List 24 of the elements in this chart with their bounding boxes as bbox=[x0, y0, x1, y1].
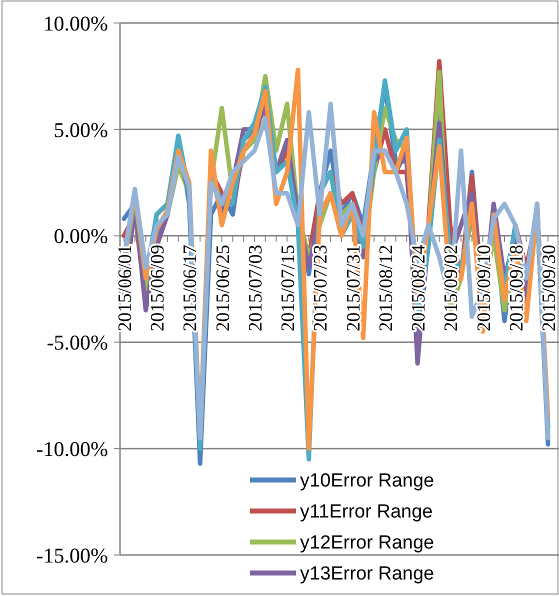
y-tick-label: -5.00% bbox=[46, 330, 108, 355]
legend-label: y12Error Range bbox=[300, 532, 434, 554]
x-tick-label: 2015/06/01 bbox=[115, 244, 136, 332]
legend-label: y11Error Range bbox=[300, 502, 433, 523]
x-tick-label: 2015/06/17 bbox=[180, 244, 202, 332]
x-tick-label: 2015/09/30 bbox=[539, 244, 559, 332]
y-tick-label: -15.00% bbox=[36, 543, 108, 568]
y-tick-label: 10.00% bbox=[43, 11, 108, 36]
x-tick-label: 2015/08/24 bbox=[408, 244, 430, 332]
y-tick-label: -10.00% bbox=[36, 436, 108, 461]
legend-label: y13Error Range bbox=[300, 564, 434, 585]
y-tick-label: 0.00% bbox=[54, 224, 108, 248]
x-tick-label: 2015/06/09 bbox=[148, 244, 169, 332]
x-tick-label: 2015/09/10 bbox=[474, 244, 495, 332]
x-tick-label: 2015/07/23 bbox=[310, 244, 332, 332]
x-tick-label: 2015/09/18 bbox=[506, 244, 528, 332]
x-tick-label: 2015/07/15 bbox=[278, 244, 300, 332]
y-tick-label: 5.00% bbox=[54, 118, 108, 142]
x-tick-label: 2015/06/25 bbox=[212, 244, 234, 332]
legend-label: y10Error Range bbox=[300, 470, 434, 492]
x-tick-label: 2015/07/03 bbox=[245, 244, 266, 332]
x-tick-label: 2015/07/31 bbox=[343, 244, 364, 332]
x-tick-label: 2015/08/12 bbox=[376, 244, 397, 332]
x-tick-label: 2015/09/02 bbox=[441, 244, 462, 332]
